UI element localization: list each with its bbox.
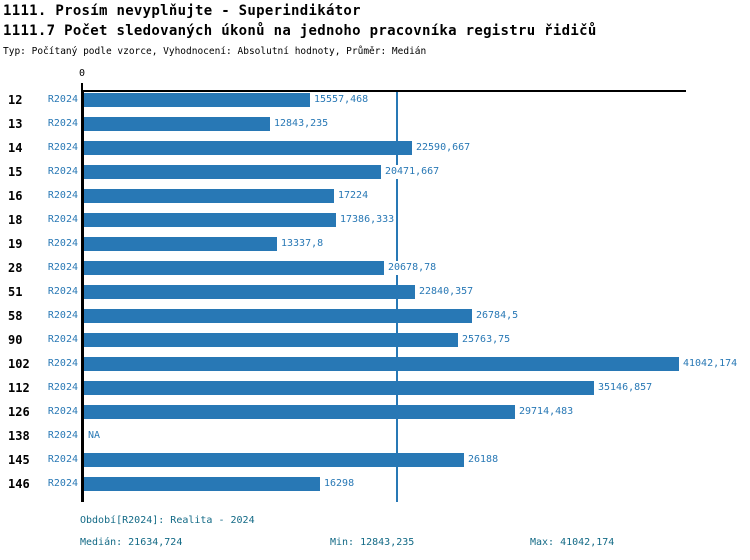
x-axis-line — [81, 90, 686, 92]
bar-value-label: 25763,75 — [460, 333, 513, 347]
row-category-label: 14 — [8, 141, 23, 155]
row-series-label: R2024 — [47, 118, 78, 129]
row-category-label: 102 — [8, 357, 30, 371]
bar — [84, 405, 515, 419]
row-category-label: 16 — [8, 189, 23, 203]
bar — [84, 93, 310, 107]
bar-value-label: 20471,667 — [383, 165, 442, 179]
bar — [84, 189, 334, 203]
footer-period-label: Období[R2024]: Realita - 2024 — [80, 515, 255, 526]
bar-value-label: 26784,5 — [474, 309, 521, 323]
bar — [84, 381, 594, 395]
bar-value-label: 16298 — [322, 477, 357, 491]
row-series-label: R2024 — [47, 406, 78, 417]
row-category-label: 138 — [8, 429, 30, 443]
row-category-label: 126 — [8, 405, 30, 419]
row-category-label: 51 — [8, 285, 23, 299]
bar — [84, 309, 472, 323]
row-series-label: R2024 — [47, 454, 78, 465]
footer-min-label: Min: 12843,235 — [330, 537, 415, 548]
chart-title-line2: 1111.7 Počet sledovaných úkonů na jednoh… — [3, 23, 597, 39]
row-category-label: 90 — [8, 333, 23, 347]
bar — [84, 261, 384, 275]
row-category-label: 145 — [8, 453, 30, 467]
row-category-label: 13 — [8, 117, 23, 131]
row-series-label: R2024 — [47, 310, 78, 321]
bar-value-label: 22590,667 — [414, 141, 473, 155]
row-category-label: 58 — [8, 309, 23, 323]
row-series-label: R2024 — [47, 166, 78, 177]
row-series-label: R2024 — [47, 478, 78, 489]
row-series-label: R2024 — [47, 214, 78, 225]
bar-value-label: 15557,468 — [312, 93, 371, 107]
row-category-label: 112 — [8, 381, 30, 395]
row-category-label: 28 — [8, 261, 23, 275]
bar — [84, 333, 458, 347]
bar-value-label: 22840,357 — [417, 285, 476, 299]
bar — [84, 477, 320, 491]
bar — [84, 285, 415, 299]
row-series-label: R2024 — [47, 334, 78, 345]
bar-value-label: 17224 — [336, 189, 371, 203]
bar — [84, 453, 464, 467]
bar — [84, 165, 381, 179]
y-axis-line — [81, 90, 84, 502]
row-series-label: R2024 — [47, 238, 78, 249]
bar — [84, 141, 412, 155]
row-category-label: 18 — [8, 213, 23, 227]
row-series-label: R2024 — [47, 142, 78, 153]
bar-na-label: NA — [86, 429, 103, 443]
x-axis-zero-tick-mark — [81, 83, 83, 90]
row-category-label: 19 — [8, 237, 23, 251]
x-axis-zero-tick-label: 0 — [78, 68, 86, 79]
bar-value-label: 17386,333 — [338, 213, 397, 227]
row-series-label: R2024 — [47, 430, 78, 441]
chart-subtitle: Typ: Počítaný podle vzorce, Vyhodnocení:… — [3, 46, 427, 57]
row-series-label: R2024 — [47, 382, 78, 393]
row-category-label: 146 — [8, 477, 30, 491]
bar-value-label: 29714,483 — [517, 405, 576, 419]
bar — [84, 213, 336, 227]
bar-value-label: 26188 — [466, 453, 501, 467]
row-series-label: R2024 — [47, 286, 78, 297]
bar-value-label: 12843,235 — [272, 117, 331, 131]
row-series-label: R2024 — [47, 358, 78, 369]
row-series-label: R2024 — [47, 262, 78, 273]
row-category-label: 15 — [8, 165, 23, 179]
bar — [84, 117, 270, 131]
footer-max-label: Max: 41042,174 — [530, 537, 615, 548]
bar — [84, 357, 679, 371]
bar-value-label: 20678,78 — [386, 261, 439, 275]
bar-value-label: 35146,857 — [596, 381, 655, 395]
row-category-label: 12 — [8, 93, 23, 107]
footer-median-label: Medián: 21634,724 — [80, 537, 183, 548]
bar — [84, 237, 277, 251]
chart-title-line1: 1111. Prosím nevyplňujte - Superindikáto… — [3, 3, 361, 19]
bar-value-label: 13337,8 — [279, 237, 326, 251]
row-series-label: R2024 — [47, 94, 78, 105]
row-series-label: R2024 — [47, 190, 78, 201]
bar-value-label: 41042,174 — [681, 357, 740, 371]
